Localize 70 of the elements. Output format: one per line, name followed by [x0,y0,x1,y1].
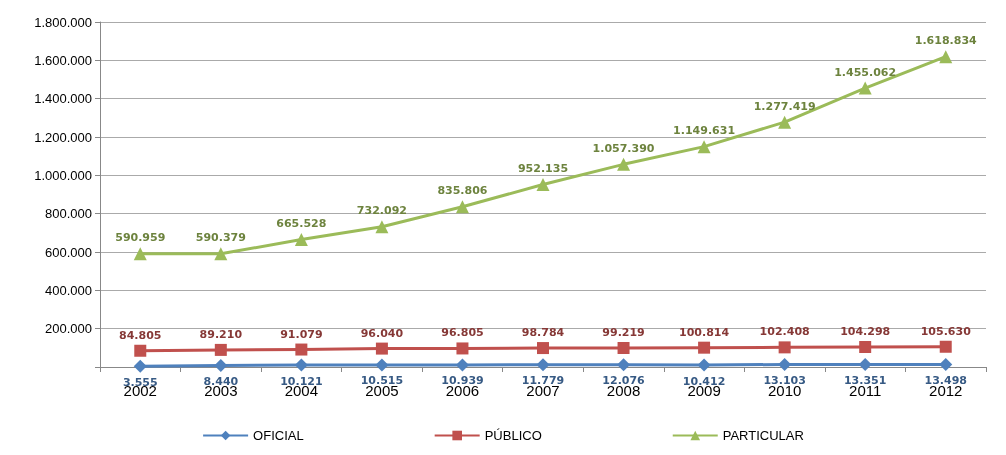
data-label: 835.806 [437,184,488,198]
legend-label: PARTICULAR [722,428,804,443]
data-label: 98.784 [521,326,565,340]
point [455,200,469,214]
point [375,342,388,355]
y-tick-label: 400.000 [45,282,92,298]
data-label: 96.805 [441,326,484,340]
legend-label: OFICIAL [253,428,304,443]
point [697,358,711,372]
point [214,358,228,372]
data-label: 590.379 [195,231,246,245]
y-tick-label: 600.000 [45,244,92,260]
point [133,247,147,261]
y-tick-label: 200.000 [45,321,92,337]
data-label: 1.455.062 [834,65,897,79]
point [939,340,952,353]
point [858,81,872,95]
point [859,341,872,354]
point [778,357,792,371]
data-label: 84.805 [119,328,162,342]
data-label: 100.814 [679,325,730,339]
data-label: 1.149.631 [673,124,736,138]
point [455,358,469,372]
data-label: 89.210 [199,327,243,341]
data-label: 99.219 [602,325,645,339]
point [214,247,228,261]
point [697,140,711,154]
point [375,358,389,372]
point [294,358,308,372]
point [134,344,147,357]
point [375,220,389,234]
data-label: 91.079 [280,327,323,341]
y-tick-label: 800.000 [45,206,92,222]
y-tick-label: 1.800.000 [34,14,92,30]
point [537,342,549,355]
data-label: 105.630 [920,324,972,338]
point [778,341,791,354]
point [617,358,631,372]
point [617,341,630,354]
data-label: 590.959 [115,231,166,245]
y-tick-label: 1.000.000 [34,167,92,183]
point [858,357,872,371]
point [778,115,792,129]
legend-label: PÚBLICO [484,428,542,443]
data-label: 13.103 [763,373,806,387]
point [214,343,227,356]
point [939,357,953,371]
point [536,178,550,192]
data-label: 1.277.419 [753,99,816,113]
data-label: 952.135 [517,162,569,176]
point [295,343,308,356]
y-tick-label: 1.600.000 [34,52,92,68]
data-label: 102.408 [759,325,810,339]
point [617,157,631,171]
data-label: 96.040 [360,326,404,340]
point [536,358,550,372]
point [939,50,953,64]
data-label: 1.618.834 [914,34,978,48]
y-tick-label: 1.400.000 [34,91,92,107]
data-label: 665.528 [276,216,327,230]
data-label: 13.351 [843,373,887,387]
data-label: 104.298 [840,325,891,339]
point [456,342,469,355]
point [294,232,308,246]
data-label: 13.498 [924,373,967,387]
point [698,341,711,354]
data-label: 732.092 [356,204,407,218]
point [133,359,147,373]
y-tick-label: 1.200.000 [34,129,92,145]
data-label: 1.057.390 [592,141,655,155]
